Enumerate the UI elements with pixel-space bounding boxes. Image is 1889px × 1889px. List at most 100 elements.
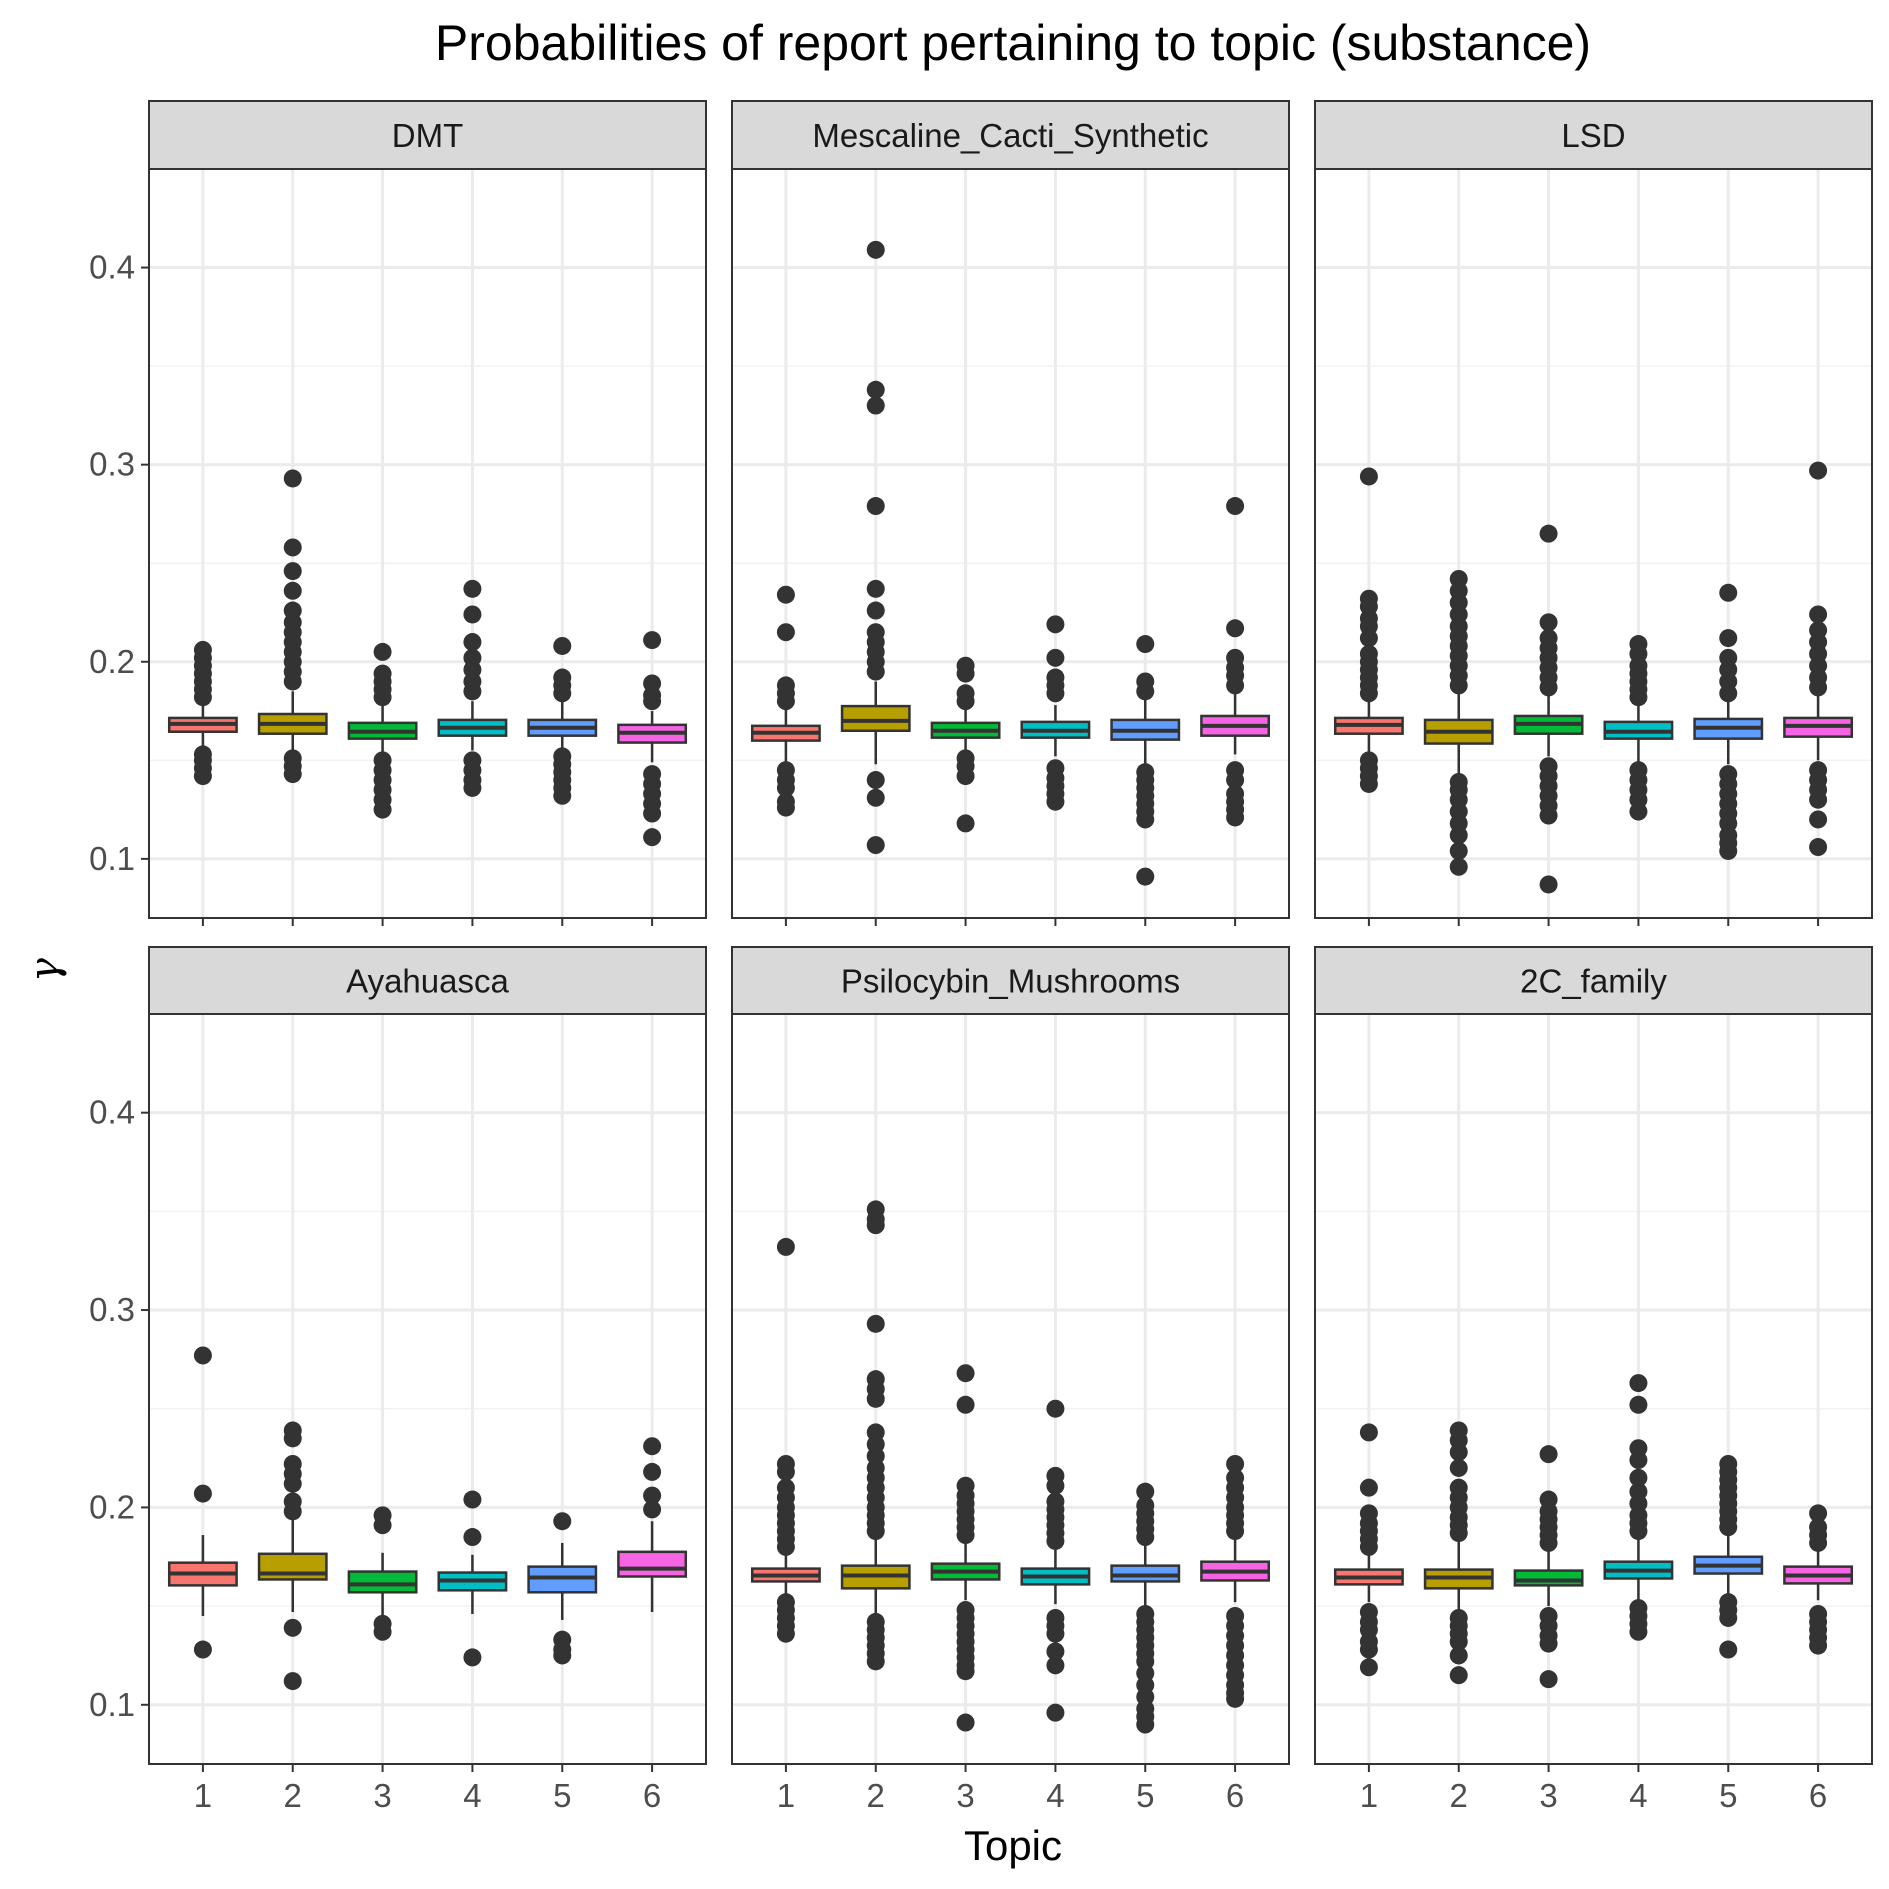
boxplot-topic-5 [1693, 1455, 1764, 1659]
outlier-point [866, 788, 885, 807]
boxplot-topic-2 [840, 1200, 911, 1671]
outlier-point [1046, 615, 1065, 634]
strip-label: Ayahuasca [346, 963, 509, 1000]
panel-background [732, 1014, 1289, 1764]
outlier-point [866, 579, 885, 598]
outlier-point [776, 1455, 795, 1473]
outlier-point [1449, 772, 1468, 791]
outlier-point [1046, 1399, 1065, 1418]
outlier-point [866, 771, 885, 790]
outlier-point [643, 1462, 662, 1481]
outlier-point [1046, 648, 1065, 667]
outlier-point [283, 1618, 302, 1637]
boxplot-topic-6 [1783, 461, 1854, 857]
outlier-point [1809, 605, 1828, 624]
outlier-point [283, 469, 302, 488]
y-tick-label: 0.3 [89, 1291, 135, 1328]
outlier-point [643, 1500, 662, 1519]
y-tick-label: 0.4 [89, 249, 135, 286]
outlier-point [283, 601, 302, 620]
panel-background [149, 1014, 706, 1764]
outlier-point [1449, 1646, 1468, 1665]
outlier-point [283, 749, 302, 768]
outlier-point [193, 640, 212, 659]
outlier-point [776, 1593, 795, 1612]
outlier-point [1359, 1504, 1378, 1523]
y-tick-label: 0.3 [89, 446, 135, 483]
outlier-point [1809, 761, 1828, 780]
outlier-point [1539, 629, 1558, 648]
outlier-point [866, 497, 885, 516]
outlier-point [1449, 841, 1468, 860]
x-tick-label: 6 [1809, 1777, 1827, 1814]
boxplot-topic-2 [840, 240, 911, 855]
outlier-point [193, 1640, 212, 1659]
outlier-point [1359, 751, 1378, 770]
outlier-point [1359, 1423, 1378, 1442]
outlier-point [553, 1512, 572, 1531]
outlier-point [956, 1364, 975, 1383]
boxplot-topic-1 [750, 1237, 821, 1643]
strip-background [1314, 946, 1873, 1015]
boxplot-topic-4 [1603, 1374, 1674, 1641]
outlier-point [956, 1601, 975, 1620]
outlier-point [463, 1490, 482, 1509]
outlier-point [1719, 1455, 1738, 1473]
outlier-point [1449, 1458, 1468, 1477]
outlier-point [776, 792, 795, 811]
outlier-point [1136, 672, 1155, 691]
boxplot-topic-5 [527, 636, 598, 805]
outlier-point [1359, 467, 1378, 486]
x-tick-label: 1 [194, 1777, 212, 1814]
outlier-point [463, 633, 482, 652]
outlier-point [1449, 1608, 1468, 1627]
outlier-point [463, 579, 482, 598]
outlier-point [1136, 867, 1155, 886]
strip-background [148, 100, 707, 170]
outlier-point [1046, 1656, 1065, 1675]
facet-panel: Ayahuasca 0.1 0.2 0.3 0.4 1 2 3 4 5 6 [89, 946, 707, 1814]
outlier-point [866, 1314, 885, 1333]
x-tick-label: 5 [1136, 1777, 1154, 1814]
outlier-point [1046, 1608, 1065, 1627]
x-tick-label: 4 [1046, 1777, 1064, 1814]
outlier-point [1449, 1478, 1468, 1497]
outlier-point [1449, 1666, 1468, 1685]
outlier-point [1629, 1374, 1648, 1393]
y-tick-label: 0.2 [89, 643, 135, 680]
outlier-point [1136, 635, 1155, 654]
outlier-point [1136, 1605, 1155, 1623]
y-tick-label: 0.1 [89, 1686, 135, 1723]
outlier-point [1226, 761, 1245, 780]
outlier-point [553, 668, 572, 687]
outlier-point [1629, 1468, 1648, 1487]
facet-panels: DMT 0.1 0.2 0.3 0.4 Mescaline_Cacti_Synthetic… [89, 100, 1873, 1814]
facet-panel: 2C_family 1 2 3 4 5 6 [1314, 946, 1873, 1814]
strip-label: 2C_family [1520, 963, 1667, 1000]
outlier-point [776, 676, 795, 695]
outlier-point [776, 1237, 795, 1256]
x-tick-label: 3 [373, 1777, 391, 1814]
outlier-point [1539, 1490, 1558, 1509]
outlier-point [956, 684, 975, 703]
outlier-point [866, 836, 885, 855]
outlier-point [1539, 1445, 1558, 1464]
outlier-point [1136, 1496, 1155, 1515]
boxplot-topic-2 [257, 469, 328, 784]
outlier-point [1719, 629, 1738, 648]
boxplot-topic-6 [1200, 1455, 1271, 1708]
boxplot-topic-6 [617, 1437, 688, 1613]
box [347, 1570, 418, 1594]
outlier-point [1539, 875, 1558, 894]
outlier-point [866, 396, 885, 415]
outlier-point [1449, 857, 1468, 876]
x-axis-title: Topic [964, 1822, 1062, 1869]
y-tick-label: 0.2 [89, 1488, 135, 1525]
outlier-point [1226, 784, 1245, 803]
outlier-point [1539, 524, 1558, 543]
outlier-point [1226, 648, 1245, 667]
outlier-point [1136, 763, 1155, 782]
boxplot-topic-1 [750, 585, 821, 817]
outlier-point [866, 380, 885, 399]
strip-background [148, 946, 707, 1015]
